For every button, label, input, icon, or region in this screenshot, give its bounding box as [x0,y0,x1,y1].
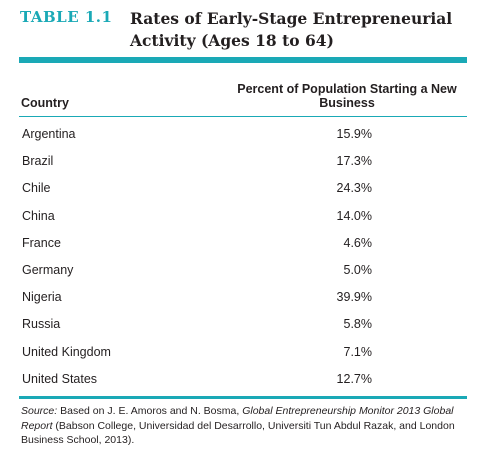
table-row: United Kingdom 7.1% [19,340,467,367]
country-cell: Germany [22,263,74,277]
table-title: Rates of Early-Stage Entrepreneurial Act… [130,9,453,50]
country-cell: United Kingdom [22,344,111,359]
percent-cell: 5.0% [343,263,373,277]
country-cell: Argentina [22,127,76,141]
table-row: China 14.0% [19,204,467,231]
percent-cell: 15.9% [336,127,372,141]
percent-cell: 4.6% [343,235,373,250]
percent-cell: 12.7% [336,371,372,386]
table-number: TABLE 1.1 [20,8,113,26]
source-report-title: Global Entrepreneurship Monitor 2013 Glo… [21,405,454,432]
table-row: France 4.6% [19,231,467,258]
column-header-percent: Percent of Population Starting a New Bus… [237,82,457,110]
country-cell: Nigeria [22,290,62,305]
percent-cell: 24.3% [336,181,372,196]
table-row: Nigeria 39.9% [19,285,467,312]
country-cell: Russia [22,317,61,332]
percent-cell: 7.1% [343,344,373,359]
bottom-rule [19,396,467,399]
source-text-2: (Babson College, Universidad del Desarro… [21,419,455,447]
table-row: United States 12.7% [19,367,467,394]
table-row: Argentina 15.9% [19,122,467,149]
source-note: Source: Based on J. E. Amoros and N. Bos… [21,404,461,448]
table-row: Brazil 17.3% [19,149,467,176]
percent-cell: 14.0% [336,208,372,223]
percent-cell: 39.9% [336,290,372,305]
source-lead: Source: [21,405,58,417]
top-rule [19,57,467,63]
country-cell: France [22,235,61,250]
country-cell: Chile [22,181,51,196]
column-header-country: Country [21,96,69,110]
percent-cell: 17.3% [336,154,372,169]
table-row: Germany 5.0% [19,258,467,285]
table-row: Chile 24.3% [19,176,467,203]
country-cell: Brazil [22,154,54,169]
country-cell: China [22,208,55,223]
header-rule [19,116,467,117]
country-cell: United States [22,371,98,386]
table-row: Russia 5.8% [19,312,467,339]
source-text-1: Based on J. E. Amoros and N. Bosma, [57,405,243,417]
percent-cell: 5.8% [343,317,373,332]
